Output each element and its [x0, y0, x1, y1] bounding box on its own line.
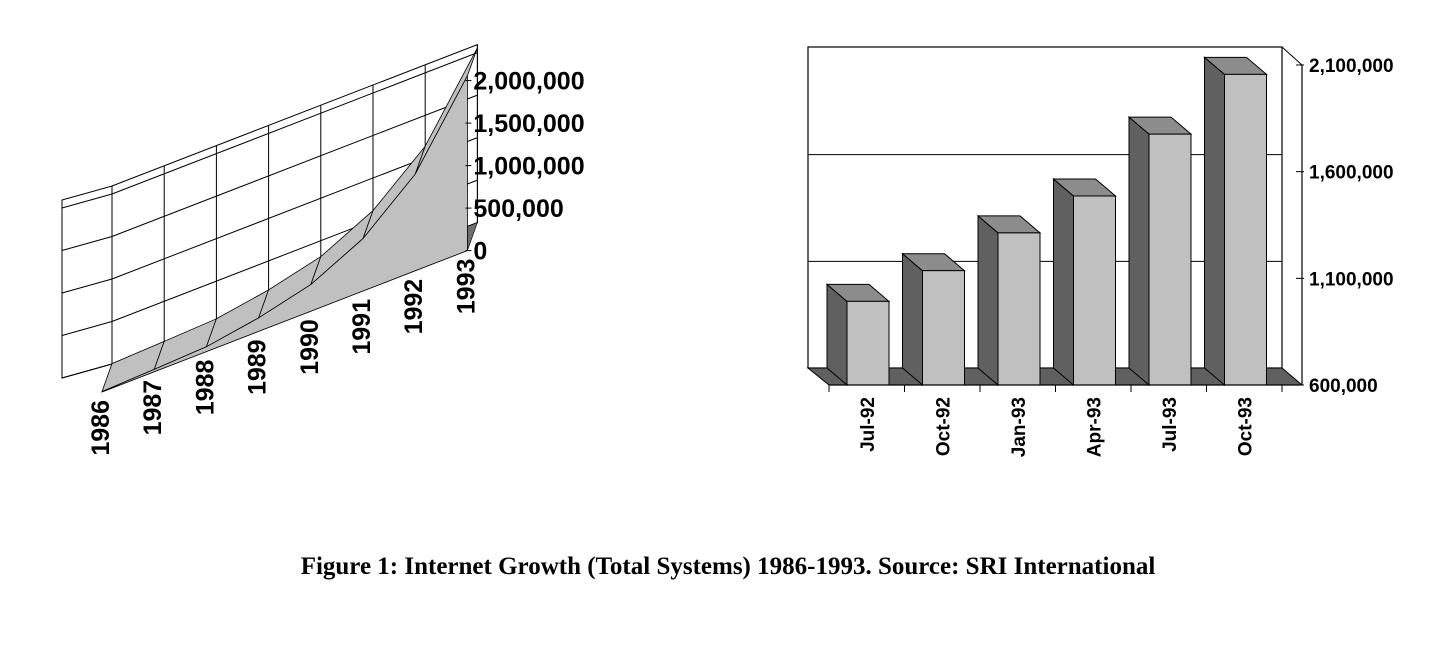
x-tick-label: 1988 [191, 360, 219, 416]
area-chart-3d: 2,000,000 1,500,000 1,000,000 500,000 0 1986 1… [61, 43, 585, 456]
gridline [61, 193, 113, 209]
y-tick-label: 2,100,000 [1309, 56, 1394, 77]
gridline [111, 52, 478, 195]
bar [1073, 195, 1116, 386]
bar [1148, 133, 1192, 386]
x-tick-label: Jul-92 [858, 397, 879, 452]
bar-side [1204, 56, 1225, 387]
axis-edge [1281, 46, 1303, 66]
x-tick-label: 1991 [348, 299, 376, 355]
x-tick-label: 1987 [139, 380, 167, 436]
bar-chart-3d: Jul-92 Oct-92 Jan-93 Apr-93 Jul-93 Oct-93 2,10… [806, 46, 1394, 457]
y-tick-label: 0 [473, 238, 487, 266]
x-tick-label: Oct-93 [1235, 397, 1256, 456]
x-tick-label: Jan-93 [1009, 397, 1030, 457]
side-wall [61, 185, 113, 379]
gridline [111, 94, 478, 237]
y-tick-label: 1,500,000 [473, 110, 584, 138]
x-tick-label: 1992 [400, 279, 428, 335]
bar [1224, 73, 1267, 386]
x-tick-label: Oct-92 [933, 397, 954, 456]
y-tick-label: 1,100,000 [1309, 269, 1394, 290]
x-tick-label: Jul-93 [1160, 397, 1181, 452]
x-tick-label: 1989 [244, 339, 272, 395]
x-tick-label: 1993 [452, 259, 480, 315]
bar-side [977, 214, 999, 387]
gridline [61, 278, 113, 294]
area-front [101, 75, 468, 393]
figure-caption: Figure 1: Internet Growth (Total Systems… [300, 553, 1156, 580]
y-tick-label: 500,000 [473, 195, 563, 223]
y-tick-label: 1,000,000 [473, 153, 584, 181]
y-tick-label: 1,600,000 [1309, 163, 1394, 184]
x-tick-label: 1990 [296, 319, 324, 375]
bar [846, 300, 890, 386]
y-tick-label: 600,000 [1309, 376, 1378, 397]
gridline [61, 236, 113, 251]
bar [922, 270, 965, 386]
bar-side [1053, 177, 1074, 387]
bar-side [1128, 116, 1150, 387]
gridline [61, 363, 113, 379]
bar-side [902, 252, 923, 387]
bar [997, 232, 1041, 386]
gridline [61, 321, 113, 336]
y-tick-label: 2,000,000 [473, 68, 584, 96]
x-tick-label: 1986 [87, 400, 115, 456]
x-tick-label: Apr-93 [1084, 397, 1105, 457]
